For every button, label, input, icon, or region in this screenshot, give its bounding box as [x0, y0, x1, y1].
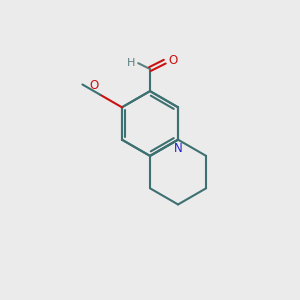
Text: O: O: [168, 54, 178, 67]
Text: N: N: [174, 142, 182, 155]
Text: O: O: [90, 79, 99, 92]
Text: H: H: [127, 58, 135, 68]
